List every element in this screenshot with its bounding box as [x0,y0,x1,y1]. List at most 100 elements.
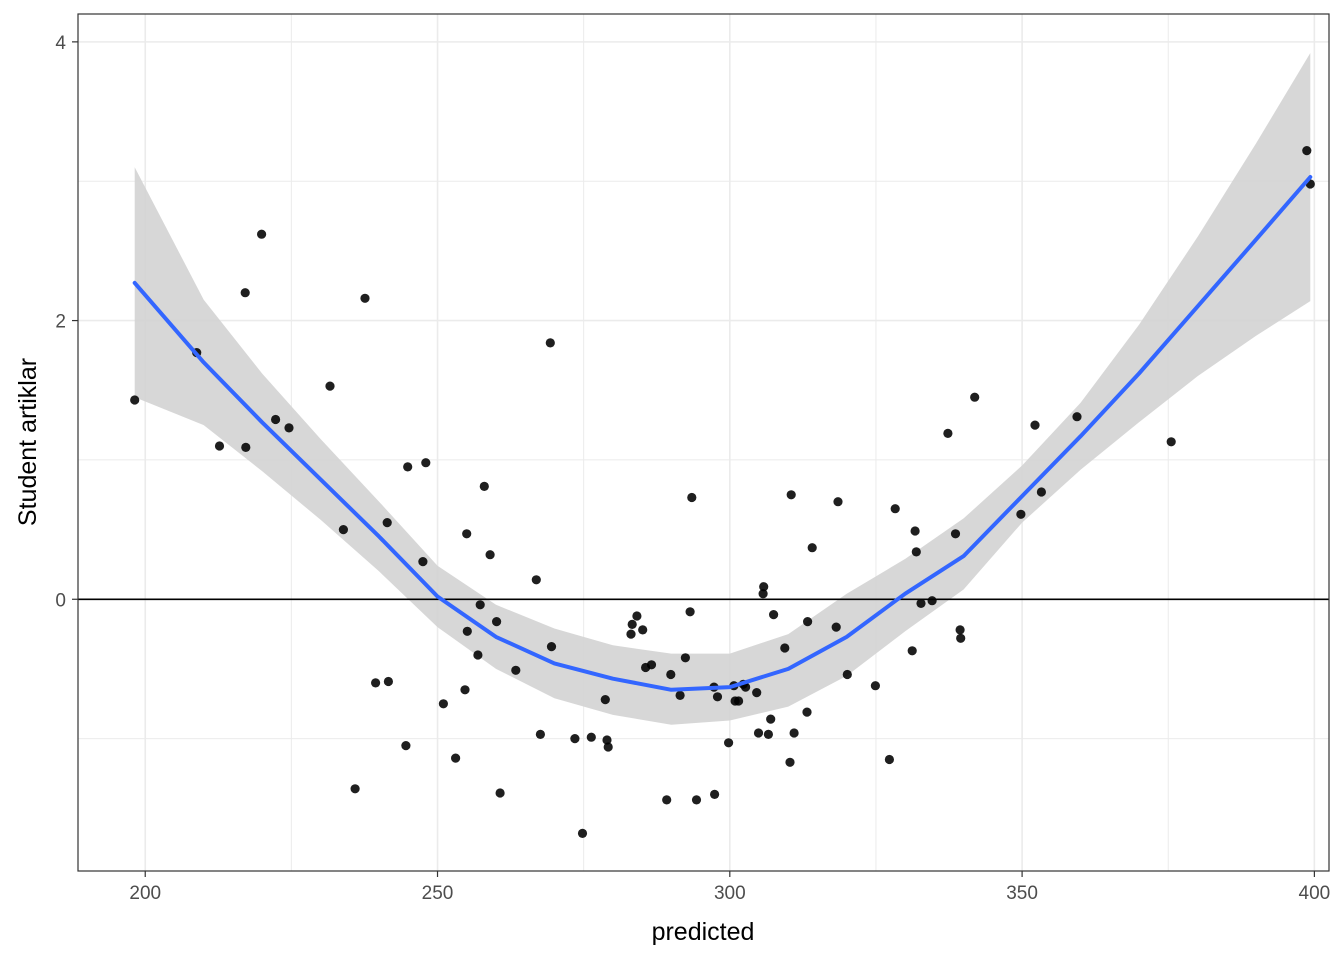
data-point [955,625,965,635]
data-point [495,788,505,798]
data-point [577,828,588,839]
data-point [603,742,613,752]
data-point [807,543,817,553]
data-point [240,288,250,298]
data-point [418,557,428,567]
data-point [687,492,697,503]
data-point [638,625,648,635]
data-point [535,729,546,740]
data-point [916,598,926,609]
data-point [753,728,764,738]
confidence-band-layer [134,53,1311,725]
data-point [646,660,657,670]
data-point [675,690,685,701]
data-point [759,582,769,592]
data-point [284,423,294,433]
data-point [350,784,360,794]
data-point [462,529,472,539]
data-point [662,795,672,805]
data-point [691,795,702,805]
data-point [910,526,920,536]
data-point [371,678,381,688]
x-tick-label: 200 [129,883,161,904]
data-point [803,617,813,627]
smooth-line-layer [132,175,1313,692]
data-point [712,692,723,702]
data-point [511,665,521,675]
data-point [786,490,796,500]
data-point [666,669,676,680]
data-point [911,547,921,557]
data-point [473,650,483,660]
data-point [479,481,489,491]
data-point [1166,437,1176,447]
data-point [545,338,555,348]
y-tick-label: 4 [55,33,66,54]
data-point [1036,487,1046,497]
data-point [338,525,348,535]
data-point [382,518,392,528]
data-point [758,589,768,599]
confidence-band [134,53,1311,725]
data-point [1072,412,1082,422]
data-point [570,734,580,744]
data-point [785,757,795,767]
data-point [257,229,267,239]
data-point [789,728,799,738]
x-tick-label: 250 [422,883,454,904]
data-point [531,575,541,585]
x-tick-label: 400 [1299,883,1331,904]
data-point [451,753,461,763]
x-tick-label: 300 [714,883,746,904]
data-point [763,729,774,740]
data-point [970,392,980,402]
data-point [438,699,448,709]
data-point [492,617,502,627]
data-point [950,529,961,539]
data-point [403,462,413,472]
y-tick-label: 0 [55,590,66,611]
data-point [890,504,900,514]
points-layer [130,146,1315,839]
data-point [626,629,636,639]
data-point [752,688,762,698]
data-point [833,497,843,507]
data-point [325,381,335,391]
data-point [600,695,610,705]
data-point [907,646,917,656]
data-point [884,754,895,765]
data-point [485,550,495,560]
data-point [475,600,485,610]
data-point [632,611,642,621]
y-axis-title: Student artiklar [14,358,42,526]
data-point [627,619,637,630]
data-point [460,685,470,695]
data-point [766,714,776,724]
y-tick-label: 2 [55,312,66,333]
data-point [421,458,431,468]
data-point [724,738,734,748]
data-point [842,669,852,680]
data-point [685,607,695,617]
data-point [831,622,841,632]
data-point [271,414,281,425]
x-tick-label: 350 [1006,883,1038,904]
data-point [769,610,779,620]
data-point [943,428,953,438]
data-point [956,633,966,643]
axis-ticks: 200 250 300 350 400 0 2 4 [55,33,1330,904]
data-point [214,441,225,451]
data-point [680,653,691,663]
data-point [1030,420,1040,430]
data-point [802,707,812,717]
data-point [360,293,370,303]
data-point [241,442,251,452]
data-point [734,696,744,706]
data-point [710,789,720,800]
data-point [1016,509,1026,519]
x-axis-title: predicted [652,918,755,946]
data-point [870,681,881,691]
data-point [1302,146,1312,156]
